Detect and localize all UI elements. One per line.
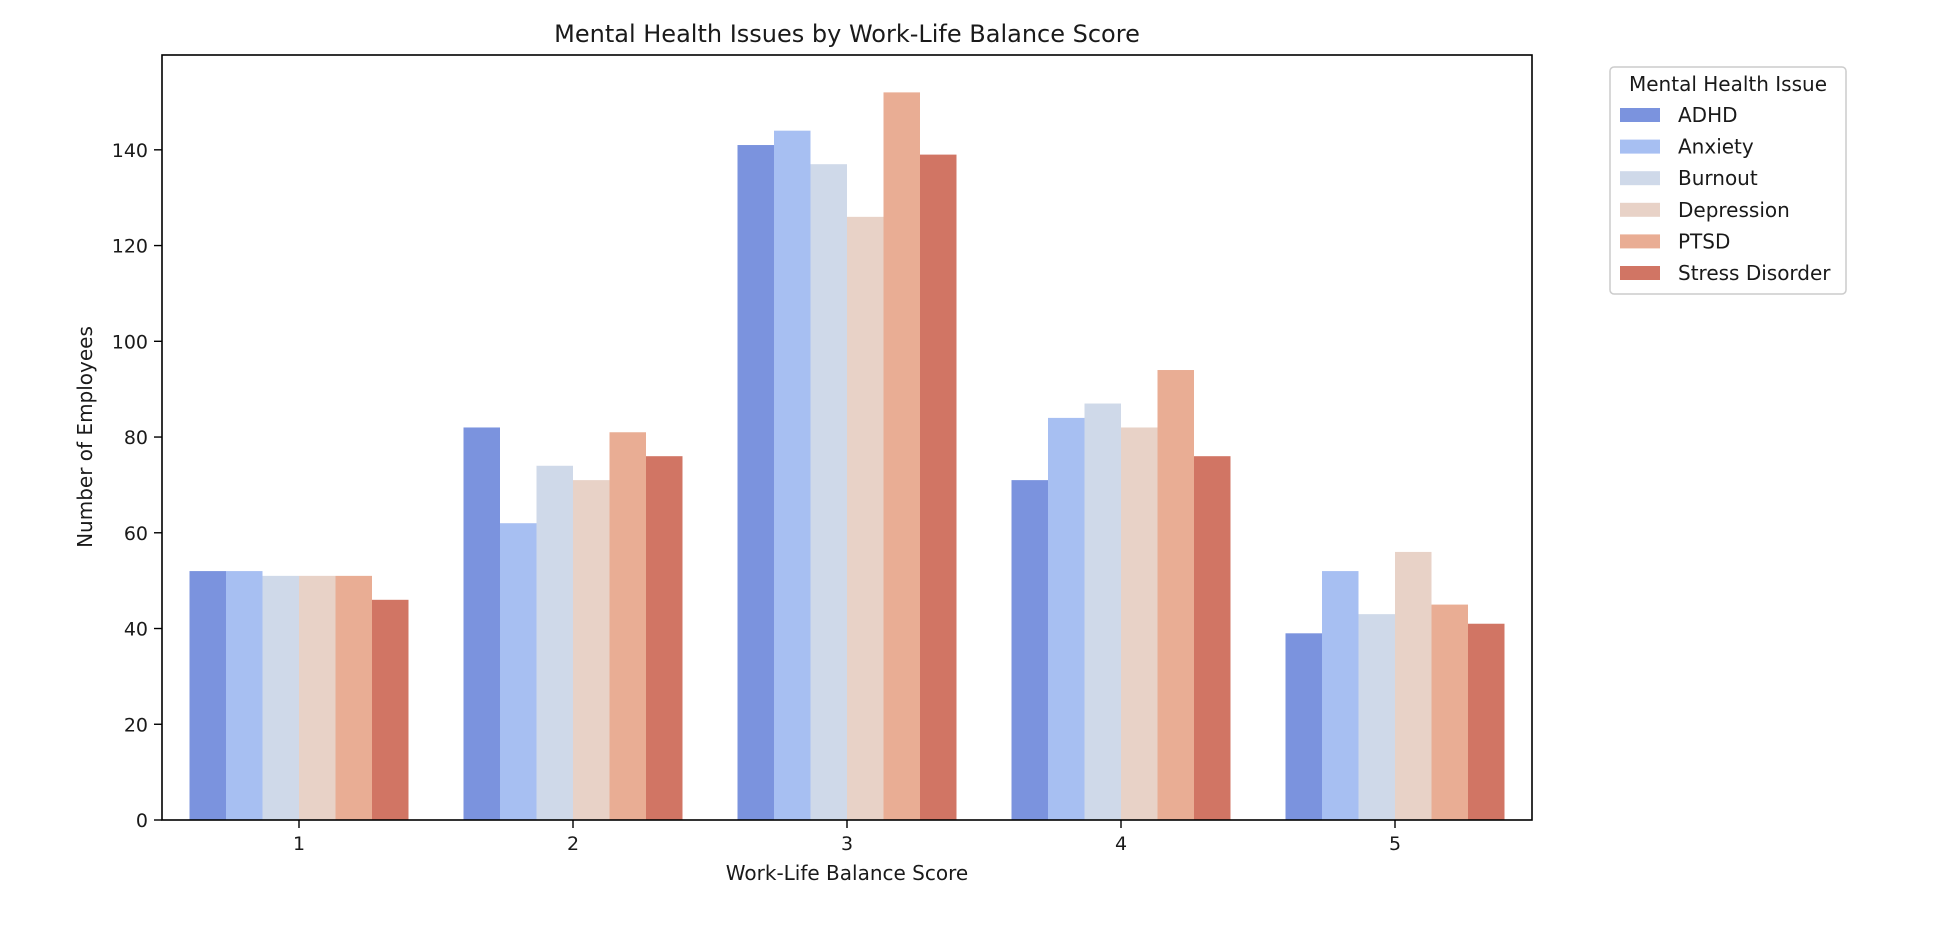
bar-depression-1 <box>299 575 336 820</box>
x-tick-label: 5 <box>1389 833 1401 855</box>
bar-stress-disorder-4 <box>1194 456 1231 820</box>
bar-ptsd-2 <box>609 432 646 820</box>
bar-anxiety-5 <box>1322 571 1359 820</box>
bar-depression-4 <box>1121 427 1158 820</box>
chart-title: Mental Health Issues by Work-Life Balanc… <box>554 20 1140 48</box>
bar-depression-2 <box>573 480 610 820</box>
y-tick-label: 20 <box>124 714 148 736</box>
legend-label: Depression <box>1678 198 1790 222</box>
bar-adhd-3 <box>737 145 774 820</box>
x-tick-label: 3 <box>841 833 853 855</box>
bar-burnout-2 <box>536 465 573 820</box>
bar-adhd-4 <box>1011 480 1048 820</box>
y-axis: 0 20 40 60 80 100 120 140 <box>112 140 162 832</box>
legend-swatch <box>1620 139 1660 154</box>
bar-adhd-2 <box>463 427 500 820</box>
bar-burnout-4 <box>1084 403 1121 820</box>
legend-items: ADHD Anxiety Burnout Depression PTSD Stress D… <box>1620 103 1831 285</box>
legend-label: Burnout <box>1678 166 1758 190</box>
legend-swatch <box>1620 171 1660 186</box>
bar-anxiety-2 <box>500 523 537 820</box>
bar-stress-disorder-5 <box>1468 623 1505 820</box>
legend-title: Mental Health Issue <box>1629 72 1827 96</box>
legend-label: Stress Disorder <box>1678 261 1831 285</box>
y-tick-label: 100 <box>112 331 148 353</box>
y-tick-label: 140 <box>112 140 148 162</box>
bar-stress-disorder-1 <box>372 599 409 820</box>
bar-anxiety-1 <box>226 571 263 820</box>
legend-label: Anxiety <box>1678 135 1754 159</box>
y-tick-label: 80 <box>124 427 148 449</box>
bar-burnout-1 <box>262 575 299 820</box>
legend-swatch <box>1620 202 1660 217</box>
x-tick-label: 1 <box>293 833 305 855</box>
bar-depression-3 <box>847 216 884 821</box>
bar-ptsd-4 <box>1157 370 1194 820</box>
bars-group <box>189 92 1505 821</box>
bar-stress-disorder-3 <box>920 154 957 821</box>
y-tick-label: 60 <box>124 523 148 545</box>
bar-ptsd-3 <box>883 92 920 820</box>
x-axis: 1 2 3 4 5 <box>293 820 1401 855</box>
bar-anxiety-3 <box>774 130 811 821</box>
y-axis-label: Number of Employees <box>73 326 97 548</box>
bar-adhd-5 <box>1285 633 1322 820</box>
bar-stress-disorder-2 <box>646 456 683 820</box>
legend-swatch <box>1620 234 1660 249</box>
bar-anxiety-4 <box>1048 417 1085 820</box>
x-tick-label: 2 <box>567 833 579 855</box>
bar-burnout-3 <box>810 164 847 820</box>
bar-burnout-5 <box>1358 614 1395 820</box>
bar-adhd-1 <box>189 571 226 820</box>
y-tick-label: 120 <box>112 236 148 258</box>
y-tick-label: 0 <box>136 810 148 832</box>
bar-depression-5 <box>1395 551 1432 820</box>
legend: Mental Health Issue ADHD Anxiety Burnout De… <box>1609 66 1847 295</box>
x-axis-label: Work-Life Balance Score <box>726 861 968 885</box>
bar-ptsd-5 <box>1431 604 1468 820</box>
legend-label: ADHD <box>1678 103 1738 127</box>
legend-label: PTSD <box>1678 229 1730 253</box>
x-tick-label: 4 <box>1115 833 1127 855</box>
bar-ptsd-1 <box>335 575 372 820</box>
legend-swatch <box>1620 108 1660 122</box>
y-tick-label: 40 <box>124 619 148 641</box>
legend-swatch <box>1620 266 1660 280</box>
legend-frame <box>1609 66 1847 295</box>
